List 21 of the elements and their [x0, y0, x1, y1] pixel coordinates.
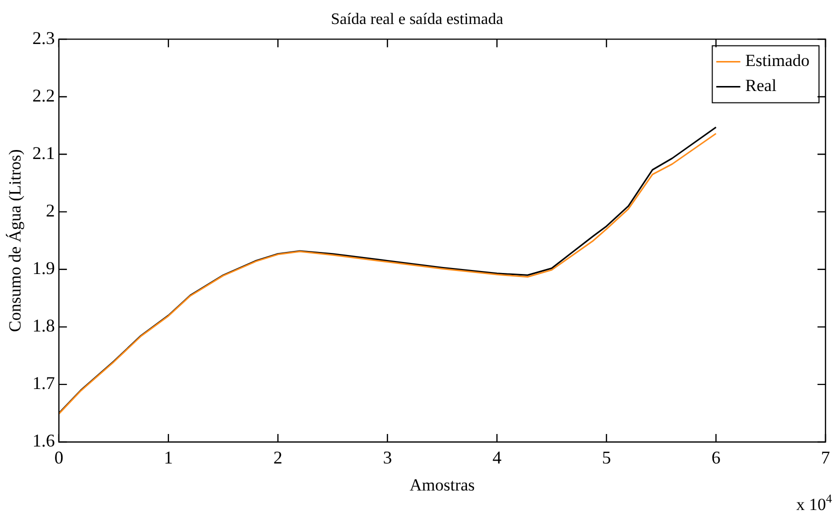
x-tick-label: 7: [821, 448, 830, 468]
x-tick-label: 1: [164, 448, 173, 468]
x-tick-label: 0: [54, 448, 64, 468]
x-tick-label: 3: [382, 448, 392, 468]
y-axis-title: Consumo de Água (Litros): [6, 149, 25, 332]
x-axis-title: Amostras: [410, 475, 475, 494]
y-tick-label: 1.9: [32, 258, 55, 278]
y-tick-label: 2.3: [32, 28, 55, 48]
y-tick-label: 1.6: [32, 430, 55, 451]
chart-title: Saída real e saída estimada: [330, 10, 504, 28]
x-tick-label: 4: [492, 448, 502, 468]
x-tick-label: 5: [602, 448, 611, 468]
y-tick-label: 2.1: [32, 143, 55, 164]
y-tick-label: 1.8: [32, 316, 55, 336]
legend-label: Real: [745, 76, 777, 96]
y-tick-label: 1.7: [32, 373, 55, 394]
x-tick-label: 6: [711, 448, 720, 468]
y-tick-label: 2: [46, 200, 55, 221]
legend-label: Estimado: [745, 51, 810, 70]
x-tick-label: 2: [273, 448, 282, 468]
y-tick-label: 2.2: [32, 85, 55, 106]
